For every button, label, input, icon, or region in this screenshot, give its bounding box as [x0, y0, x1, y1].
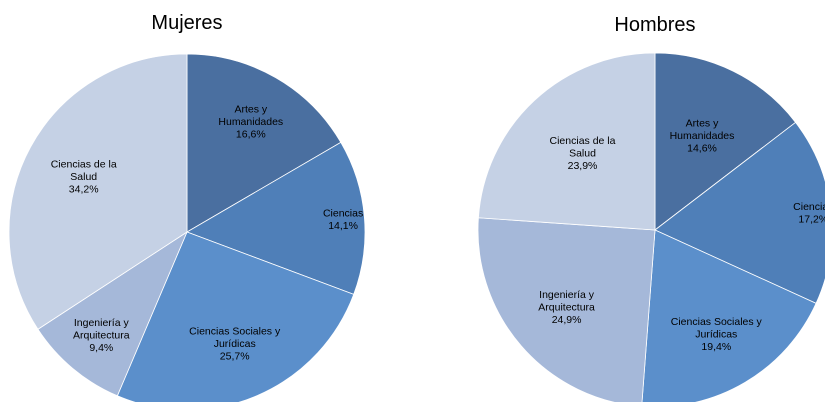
slice-label-mujeres-artes-y-humanidades: Artes y Humanidades 16,6% — [218, 103, 283, 140]
slice-category-label: Salud — [569, 147, 596, 159]
slice-category-label: Artes y — [234, 103, 267, 115]
slice-category-label: Ingeniería y — [74, 317, 130, 329]
slice-category-label: Ciencias de la — [51, 159, 117, 171]
slice-value-label: 14,6% — [687, 142, 717, 154]
slice-category-label: Ingeniería y — [539, 289, 595, 301]
slice-value-label: 17,2% — [798, 213, 825, 225]
pie-slice-mujeres-artes-y-humanidades — [186, 53, 342, 233]
slice-category-label: Humanidades — [218, 116, 283, 128]
slice-category-label: Ciencias Sociales y — [189, 326, 281, 338]
slice-label-mujeres-ciencias-sociales-y-juridicas: Ciencias Sociales y Jurídicas 25,7% — [189, 326, 281, 363]
slice-category-label: Salud — [70, 171, 97, 183]
slice-value-label: 19,4% — [701, 341, 731, 353]
slice-value-label: 24,9% — [552, 314, 582, 326]
slice-value-label: 34,2% — [69, 184, 99, 196]
slice-value-label: 9,4% — [89, 342, 113, 354]
chart-title-hombres: Hombres — [614, 14, 695, 36]
slice-label-mujeres-ciencias: Ciencias 14,1% — [323, 208, 363, 233]
slice-category-label: Ciencias — [323, 208, 363, 220]
pie-slice-mujeres-ciencias — [186, 141, 366, 295]
pie-slice-mujeres-ingenieria-y-arquitectura — [37, 230, 188, 397]
chart-title-mujeres: Mujeres — [151, 12, 222, 34]
slice-category-label: Humanidades — [670, 130, 735, 142]
pie-slice-mujeres-ciencias-sociales-y-juridicas — [116, 231, 355, 402]
slice-category-label: Ciencias Sociales y — [671, 316, 763, 328]
slice-category-label: Artes y — [686, 117, 719, 129]
slice-value-label: 14,1% — [328, 220, 358, 232]
pie-slice-hombres-ingenieria-y-arquitectura — [477, 217, 656, 402]
slice-label-hombres-ciencias-de-la-salud: Ciencias de la Salud 23,9% — [550, 135, 616, 172]
slice-category-label: Arquitectura — [73, 329, 130, 341]
pie-chart-mujeres: Mujeres Artes y Humanidades 16,6% Ciencias 14… — [8, 12, 366, 402]
pie-slice-hombres-ciencias — [654, 121, 825, 304]
slice-category-label: Arquitectura — [538, 301, 595, 313]
slice-value-label: 23,9% — [568, 160, 598, 172]
pie-slice-hombres-artes-y-humanidades — [654, 52, 797, 231]
slice-label-hombres-artes-y-humanidades: Artes y Humanidades 14,6% — [670, 117, 735, 154]
slice-label-hombres-ciencias-sociales-y-juridicas: Ciencias Sociales y Jurídicas 19,4% — [671, 316, 763, 353]
slice-label-mujeres-ingenieria-y-arquitectura: Ingeniería y Arquitectura 9,4% — [73, 317, 130, 354]
slice-category-label: Ciencias — [793, 201, 825, 213]
slice-value-label: 16,6% — [236, 128, 266, 140]
slice-category-label: Jurídicas — [695, 329, 737, 341]
slice-label-hombres-ingenieria-y-arquitectura: Ingeniería y Arquitectura 24,9% — [538, 289, 595, 326]
pie-slice-hombres-ciencias-de-la-salud — [477, 52, 656, 231]
pie-slice-mujeres-ciencias-de-la-salud — [8, 53, 188, 330]
slice-label-mujeres-ciencias-de-la-salud: Ciencias de la Salud 34,2% — [51, 159, 117, 196]
slice-category-label: Jurídicas — [214, 338, 256, 350]
slice-label-hombres-ciencias: Ciencias17,2% — [793, 201, 825, 226]
slice-category-label: Ciencias de la — [550, 135, 616, 147]
pie-slice-hombres-ciencias-sociales-y-juridicas — [641, 229, 817, 402]
slice-value-label: 25,7% — [220, 351, 250, 363]
